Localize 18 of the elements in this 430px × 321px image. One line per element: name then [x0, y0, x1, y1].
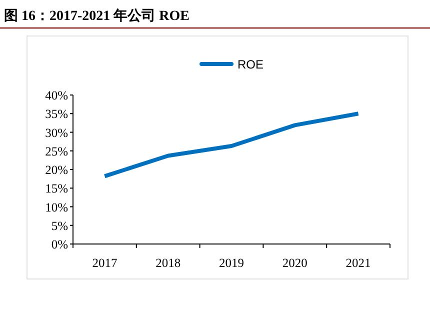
x-tick-label: 2018: [156, 256, 181, 270]
y-tick-label: 0%: [51, 238, 68, 252]
line-series: [102, 112, 360, 178]
y-tick-label: 40%: [45, 88, 68, 102]
x-tick-label: 2021: [346, 256, 371, 270]
legend: ROE: [200, 58, 264, 72]
x-tick-label: 2019: [219, 256, 244, 270]
title: 图 16：2017-2021 年公司 ROE: [4, 9, 190, 24]
y-tick-label: 35%: [45, 107, 68, 122]
y-tick-label: 20%: [45, 163, 68, 177]
x-tick-label: 2017: [92, 256, 118, 270]
legend-label: ROE: [238, 58, 264, 72]
y-tick-label: 10%: [45, 200, 68, 214]
y-tick-label: 30%: [45, 126, 68, 140]
y-tick-label: 25%: [45, 144, 68, 158]
y-tick-label: 5%: [51, 218, 68, 233]
x-tick-label: 2020: [282, 256, 308, 270]
y-tick-label: 15%: [45, 182, 68, 196]
